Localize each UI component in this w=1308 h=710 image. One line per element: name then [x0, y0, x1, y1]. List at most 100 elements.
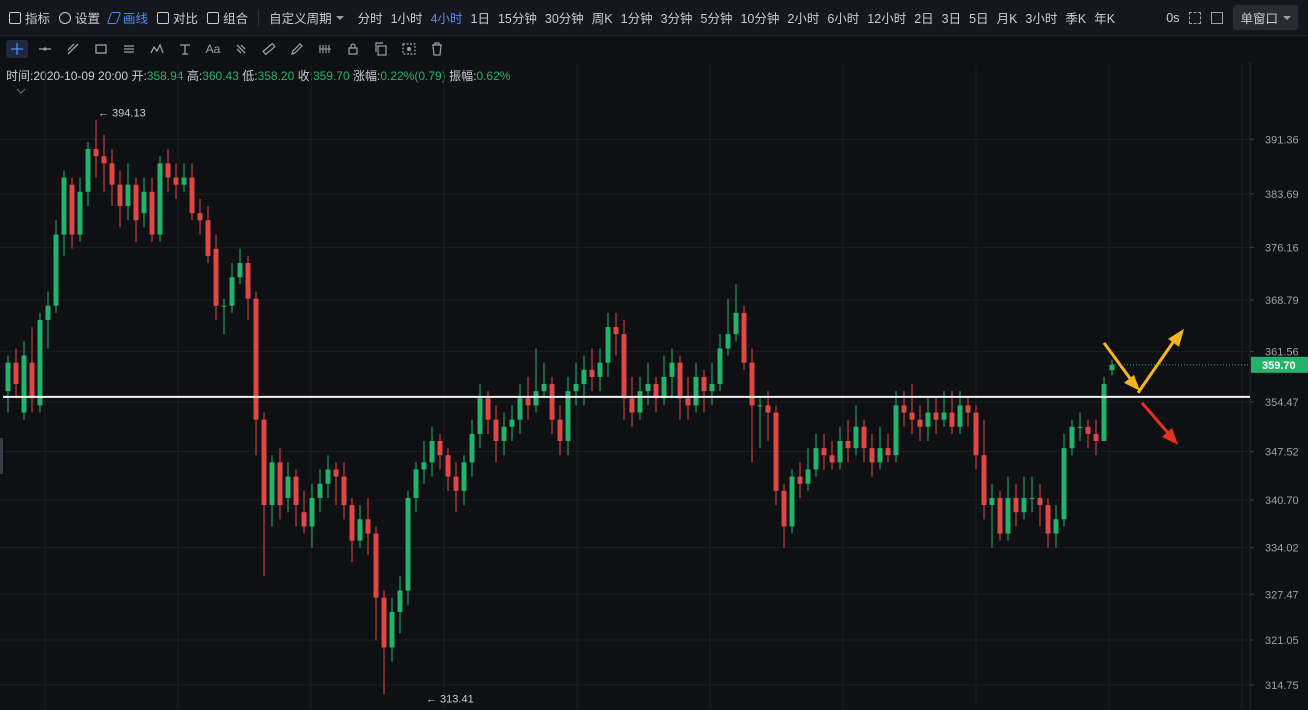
- period-tab[interactable]: 分时: [357, 12, 383, 26]
- candle-body: [557, 419, 563, 441]
- candle-body: [117, 184, 123, 207]
- period-tab[interactable]: 3小时: [1025, 12, 1058, 26]
- candle-body: [325, 469, 331, 484]
- y-tick-label: 368.79: [1265, 295, 1299, 307]
- screenshot-tool-button[interactable]: [398, 40, 420, 58]
- candle-body: [789, 476, 795, 527]
- combine-button[interactable]: 组合: [207, 8, 248, 27]
- candle-body: [37, 319, 43, 406]
- compare-icon: [157, 11, 170, 24]
- period-tab[interactable]: 10分钟: [740, 12, 780, 26]
- period-tab[interactable]: 季K: [1065, 12, 1087, 26]
- y-tick-label: 354.47: [1265, 397, 1299, 409]
- popout-icon[interactable]: [1211, 11, 1224, 24]
- measure-icon: [177, 41, 193, 57]
- period-tab[interactable]: 6小时: [827, 12, 860, 26]
- text-tool-button[interactable]: Aa: [202, 40, 224, 58]
- pencil-icon: [106, 11, 122, 24]
- close-label: 收:: [297, 69, 313, 83]
- timer-label[interactable]: 0s: [1166, 10, 1180, 25]
- yellow-arrowhead-out: [1168, 328, 1184, 347]
- candle-body: [893, 405, 899, 456]
- period-tab[interactable]: 4小时: [430, 12, 463, 26]
- high-value: 360.43: [202, 69, 239, 83]
- period-tab[interactable]: 3分钟: [660, 12, 693, 26]
- candle-body: [533, 391, 539, 406]
- candle-body: [573, 384, 579, 392]
- period-tab[interactable]: 5分钟: [700, 12, 733, 26]
- lock-tool-button[interactable]: [342, 40, 364, 58]
- amplitude-label: 振幅:: [449, 69, 477, 83]
- period-tab[interactable]: 1分钟: [620, 12, 653, 26]
- candle-body: [765, 405, 771, 413]
- period-tab[interactable]: 2小时: [787, 12, 820, 26]
- current-price-tag: [1251, 356, 1308, 373]
- red-arrow: [1140, 401, 1170, 434]
- candle-body: [493, 419, 499, 441]
- period-tab[interactable]: 30分钟: [544, 12, 584, 26]
- magnet-tool-button[interactable]: [230, 40, 252, 58]
- visibility-tool-button[interactable]: [314, 40, 336, 58]
- crosshair-tool-button[interactable]: [6, 40, 28, 58]
- candle-body: [1029, 497, 1035, 499]
- candle-body: [309, 497, 315, 527]
- period-tab[interactable]: 年K: [1094, 12, 1116, 26]
- open-label: 开:: [131, 69, 147, 83]
- visibility-icon: [317, 41, 333, 57]
- candle-body: [501, 426, 507, 441]
- trash-tool-button[interactable]: [426, 40, 448, 58]
- period-tab[interactable]: 3日: [941, 12, 962, 26]
- pattern-tool-button[interactable]: [146, 40, 168, 58]
- rectangle-tool-button[interactable]: [90, 40, 112, 58]
- candle-body: [989, 497, 995, 506]
- measure-tool-button[interactable]: [174, 40, 196, 58]
- candle-body: [21, 355, 27, 413]
- current-price-label: 359.70: [1262, 360, 1296, 372]
- candle-body: [805, 469, 811, 484]
- candle-body: [629, 398, 635, 413]
- draw-line-button[interactable]: 画线: [106, 8, 148, 27]
- candle-body: [413, 469, 419, 498]
- chevron-down-icon: [335, 15, 344, 20]
- candle-body: [1101, 384, 1107, 441]
- period-tab[interactable]: 周K: [591, 12, 613, 26]
- compare-button[interactable]: 对比: [157, 8, 198, 27]
- period-tab[interactable]: 15分钟: [497, 12, 537, 26]
- settings-button[interactable]: 设置: [59, 8, 100, 27]
- yellow-arrowhead-in: [1124, 374, 1140, 391]
- period-tab[interactable]: 1日: [470, 12, 490, 26]
- period-tab[interactable]: 月K: [996, 12, 1018, 26]
- candle-body: [565, 391, 571, 441]
- candle-body: [909, 412, 915, 420]
- candle-body: [861, 426, 867, 449]
- time-label: 时间:: [6, 69, 34, 83]
- horizontal-line-tool-button[interactable]: [34, 40, 56, 58]
- candle-body: [125, 184, 131, 207]
- candle-body: [821, 448, 827, 456]
- brush-tool-button[interactable]: [286, 40, 308, 58]
- indicator-button[interactable]: 指标: [9, 8, 50, 27]
- ruler-tool-button[interactable]: [258, 40, 280, 58]
- trend-line-icon: [65, 41, 81, 57]
- period-tab[interactable]: 12小时: [867, 12, 907, 26]
- candle-body: [949, 412, 955, 427]
- trash-icon: [429, 41, 445, 57]
- candle-body: [317, 483, 323, 498]
- trend-line-tool-button[interactable]: [62, 40, 84, 58]
- candle-body: [261, 419, 267, 506]
- candle-body: [541, 384, 547, 392]
- candle-body: [757, 405, 763, 407]
- window-mode-dropdown[interactable]: 单窗口: [1233, 5, 1298, 30]
- custom-period-dropdown[interactable]: 自定义周期: [269, 8, 344, 27]
- fullscreen-icon[interactable]: [1189, 11, 1202, 24]
- period-tab[interactable]: 5日: [969, 12, 989, 26]
- low-value: 358.20: [257, 69, 295, 83]
- candle-body: [437, 441, 443, 456]
- period-tab[interactable]: 2日: [914, 12, 934, 26]
- copy-tool-button[interactable]: [370, 40, 392, 58]
- right-tools: 0s 单窗口: [1166, 0, 1298, 35]
- period-tab[interactable]: 1小时: [390, 12, 423, 26]
- parallel-lines-tool-button[interactable]: [118, 40, 140, 58]
- lock-icon: [345, 41, 361, 57]
